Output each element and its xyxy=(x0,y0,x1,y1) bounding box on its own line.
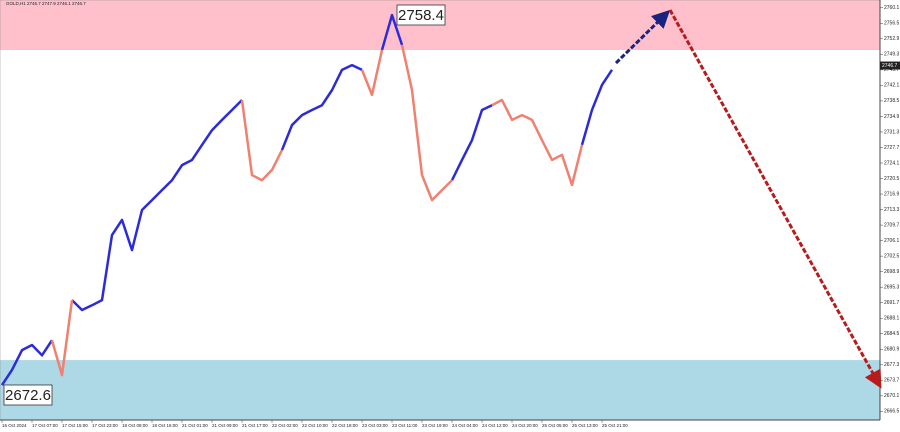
forecast-arrow-up xyxy=(614,9,671,65)
x-tick-label: 22 Oct 18:00 xyxy=(332,423,358,428)
x-tick-label: 17 Oct 15:00 xyxy=(62,423,88,428)
chart-title: GOLD,H1 2746.7 2747.9 2746.1 2746.7 xyxy=(6,1,86,6)
annotation-box xyxy=(3,384,53,406)
y-tick-label: 2745.7 xyxy=(884,67,900,73)
annotation: 2758.4 xyxy=(398,7,444,24)
last-price-label: 2746.7 xyxy=(882,63,898,69)
zones xyxy=(0,0,880,420)
y-tick-label: 2670.1 xyxy=(884,393,900,399)
y-tick-label: 2749.3 xyxy=(884,52,900,58)
y-tick-label: 2752.9 xyxy=(884,36,900,42)
forecast-arrow-down xyxy=(668,9,882,389)
last-price-box xyxy=(880,61,900,70)
annotation-box xyxy=(396,4,446,26)
y-tick-label: 2695.3 xyxy=(884,285,900,291)
y-tick-label: 2742.1 xyxy=(884,83,900,89)
price-line xyxy=(50,44,584,377)
y-tick-label: 2709.7 xyxy=(884,222,900,228)
y-tick-label: 2673.7 xyxy=(884,378,900,384)
x-tick-label: 23 Oct 03:00 xyxy=(362,423,388,428)
annotation: 2672.6 xyxy=(5,387,51,404)
y-tick-label: 2713.3 xyxy=(884,207,900,213)
y-tick-label: 2720.5 xyxy=(884,176,900,182)
x-tick-label: 23 Oct 19:00 xyxy=(422,423,448,428)
x-tick-label: 16 Oct 2024 xyxy=(2,423,27,428)
x-tick-label: 25 Oct 05:00 xyxy=(542,423,568,428)
y-tick-label: 2756.5 xyxy=(884,21,900,27)
x-tick-label: 21 Oct 01:00 xyxy=(182,423,208,428)
y-tick-label: 2734.9 xyxy=(884,114,900,120)
y-tick-label: 2727.7 xyxy=(884,145,900,151)
y-tick-label: 2731.3 xyxy=(884,129,900,135)
x-tick-label: 17 Oct 23:00 xyxy=(92,423,118,428)
x-tick-label: 24 Oct 12:00 xyxy=(482,423,508,428)
y-tick-label: 2666.5 xyxy=(884,409,900,415)
y-tick-label: 2738.5 xyxy=(884,98,900,104)
x-tick-label: 24 Oct 04:00 xyxy=(452,423,478,428)
x-tick-label: 21 Oct 17:00 xyxy=(242,423,268,428)
x-tick-label: 22 Oct 02:00 xyxy=(272,423,298,428)
x-tick-label: 25 Oct 13:00 xyxy=(572,423,598,428)
x-tick-label: 25 Oct 21:00 xyxy=(602,423,628,428)
x-tick-label: 17 Oct 07:00 xyxy=(32,423,58,428)
y-tick-label: 2698.9 xyxy=(884,269,900,275)
y-tick-label: 2677.3 xyxy=(884,362,900,368)
target-zone xyxy=(0,360,880,420)
x-tick-label: 23 Oct 11:00 xyxy=(392,423,418,428)
x-tick-label: 24 Oct 20:00 xyxy=(512,423,538,428)
x-tick-label: 21 Oct 09:00 xyxy=(212,423,238,428)
x-tick-label: 18 Oct 16:00 xyxy=(152,423,178,428)
y-tick-label: 2724.1 xyxy=(884,160,900,166)
plot-frame xyxy=(0,0,881,421)
y-tick-label: 2702.5 xyxy=(884,253,900,259)
y-tick-label: 2688.1 xyxy=(884,316,900,322)
y-tick-label: 2691.7 xyxy=(884,300,900,306)
y-tick-label: 2760.1 xyxy=(884,5,900,11)
x-tick-label: 18 Oct 08:00 xyxy=(122,423,148,428)
y-tick-label: 2680.9 xyxy=(884,347,900,353)
y-tick-label: 2684.5 xyxy=(884,331,900,337)
price-line xyxy=(0,13,614,386)
y-tick-label: 2716.9 xyxy=(884,191,900,197)
x-tick-label: 22 Oct 10:00 xyxy=(302,423,328,428)
y-tick-label: 2706.1 xyxy=(884,238,900,244)
